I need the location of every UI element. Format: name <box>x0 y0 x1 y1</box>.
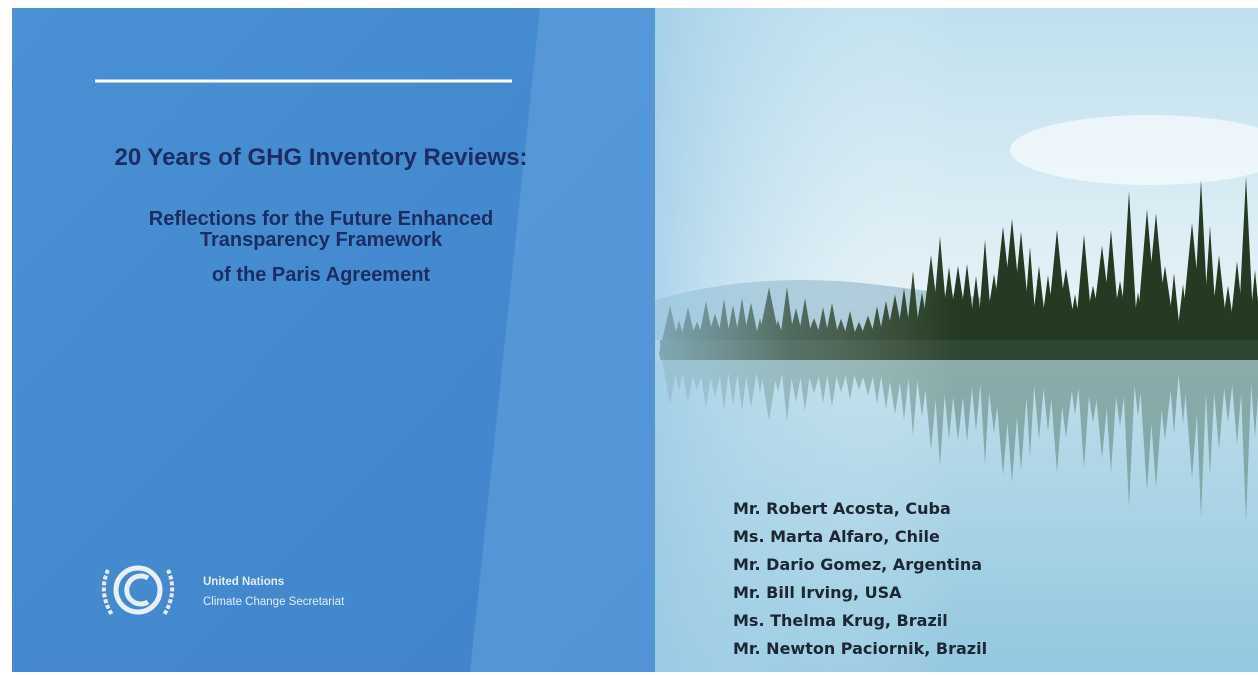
presenter: Mr. Bill Irving, USA <box>733 583 902 602</box>
slide-title: 20 Years of GHG Inventory Reviews: <box>114 144 527 171</box>
organization-name: United Nations <box>203 576 284 588</box>
subtitle-line: Transparency Framework <box>200 229 443 251</box>
subtitle-line: of the Paris Agreement <box>212 264 431 286</box>
presenter: Mr. Robert Acosta, Cuba <box>733 499 951 518</box>
presenter: Mr. Dario Gomez, Argentina <box>733 555 982 574</box>
presenter: Ms. Thelma Krug, Brazil <box>733 611 948 630</box>
presenter: Ms. Marta Alfaro, Chile <box>733 527 940 546</box>
subtitle-line: Reflections for the Future Enhanced <box>149 208 493 230</box>
organization-unit: Climate Change Secretariat <box>203 596 345 608</box>
slide: 20 Years of GHG Inventory Reviews: Refle… <box>0 0 1258 675</box>
presenter: Mr. Newton Paciornik, Brazil <box>733 639 987 658</box>
